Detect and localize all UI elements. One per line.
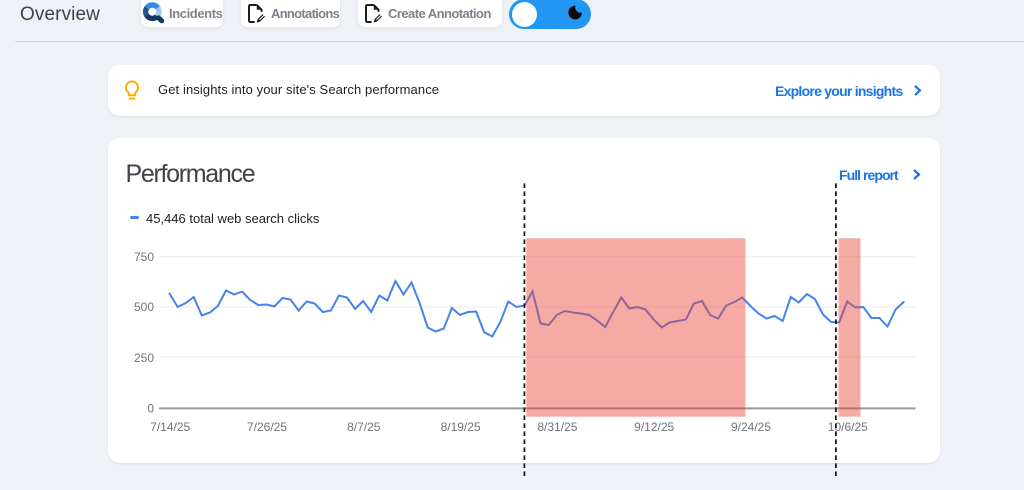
svg-text:750: 750: [134, 250, 154, 264]
svg-text:500: 500: [134, 300, 154, 314]
svg-text:0: 0: [147, 402, 154, 416]
svg-text:10/6/25: 10/6/25: [828, 420, 868, 434]
svg-text:8/19/25: 8/19/25: [441, 420, 481, 434]
svg-text:250: 250: [134, 351, 154, 365]
svg-text:7/14/25: 7/14/25: [150, 420, 190, 434]
svg-text:8/31/25: 8/31/25: [537, 420, 577, 434]
svg-text:8/7/25: 8/7/25: [347, 420, 381, 434]
svg-text:9/24/25: 9/24/25: [731, 420, 771, 434]
svg-text:7/26/25: 7/26/25: [247, 420, 287, 434]
svg-text:9/12/25: 9/12/25: [634, 420, 674, 434]
